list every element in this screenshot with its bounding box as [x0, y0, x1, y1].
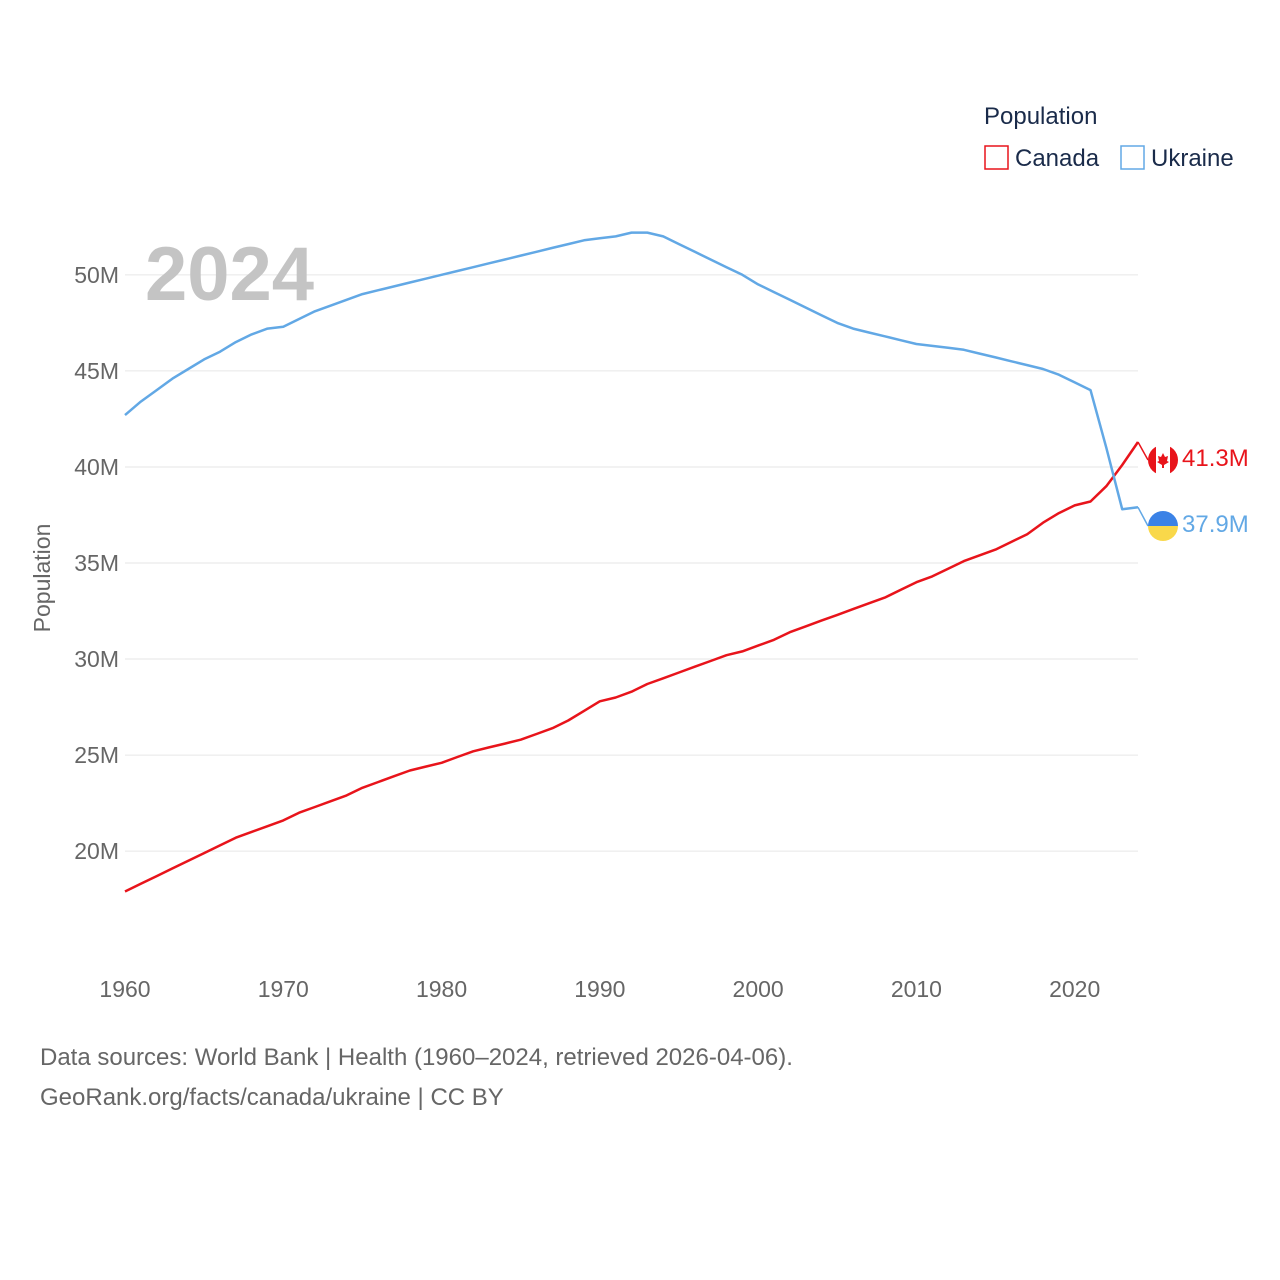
x-tick-label: 1980 — [416, 976, 467, 1002]
year-label: 2024 — [145, 232, 314, 317]
series-line-canada[interactable] — [124, 441, 1140, 893]
x-tick-label: 1990 — [574, 976, 625, 1002]
x-tick-label: 1970 — [258, 976, 309, 1002]
x-tick-label: 2000 — [733, 976, 784, 1002]
y-tick-label: 35M — [74, 550, 119, 576]
legend-label-canada: Canada — [1015, 145, 1100, 172]
legend: Population Canada Ukraine — [984, 103, 1234, 172]
ukraine-flag-icon — [1148, 511, 1178, 541]
series-lines — [124, 231, 1149, 893]
canada-flag-icon — [1148, 445, 1178, 475]
gridlines — [125, 274, 1138, 852]
y-axis-title: Population — [29, 524, 55, 633]
y-tick-label: 25M — [74, 742, 119, 768]
legend-title: Population — [984, 103, 1097, 130]
y-tick-label: 50M — [74, 262, 119, 288]
y-axis-ticks: 20M 25M 30M 35M 40M 45M 50M — [74, 262, 119, 864]
legend-swatch-ukraine — [1120, 145, 1145, 170]
data-source-note: Data sources: World Bank | Health (1960–… — [40, 1044, 793, 1071]
x-tick-label: 2020 — [1049, 976, 1100, 1002]
legend-item-canada[interactable]: Canada — [984, 145, 1100, 172]
x-tick-label: 1960 — [99, 976, 150, 1002]
legend-item-ukraine[interactable]: Ukraine — [1120, 145, 1234, 172]
legend-label-ukraine: Ukraine — [1151, 145, 1234, 172]
end-connector-canada — [1137, 441, 1149, 461]
end-connector-ukraine — [1137, 506, 1149, 527]
y-tick-label: 30M — [74, 646, 119, 672]
y-tick-label: 40M — [74, 454, 119, 480]
end-label-ukraine: 37.9M — [1182, 511, 1249, 538]
legend-swatch-canada — [984, 145, 1009, 170]
y-tick-label: 45M — [74, 358, 119, 384]
y-tick-label: 20M — [74, 838, 119, 864]
end-label-canada: 41.3M — [1182, 445, 1249, 472]
x-tick-label: 2010 — [891, 976, 942, 1002]
x-axis-ticks: 1960 1970 1980 1990 2000 2010 2020 — [99, 976, 1100, 1002]
series-line-ukraine[interactable] — [124, 231, 1139, 511]
attribution-link[interactable]: GeoRank.org/facts/canada/ukraine | CC BY — [40, 1084, 504, 1111]
